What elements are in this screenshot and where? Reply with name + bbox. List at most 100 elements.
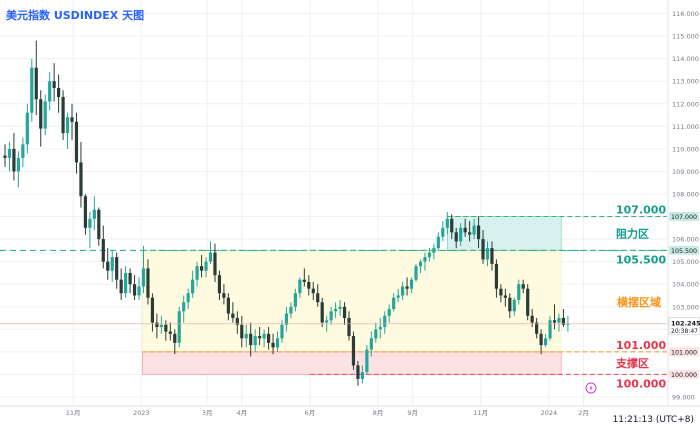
- candle-body: [481, 239, 485, 260]
- time-tick-label: 2023: [133, 409, 150, 417]
- candle-body: [338, 306, 342, 310]
- time-tick-label: 11月: [473, 409, 488, 417]
- candle-body: [204, 261, 208, 271]
- time-tick-label: 6月: [305, 409, 316, 417]
- candle-body: [39, 99, 43, 129]
- price-tick-label: 105.000: [672, 258, 699, 266]
- lightning-glyph: [589, 384, 593, 391]
- candle-body: [110, 257, 114, 271]
- candle-body: [52, 81, 56, 88]
- candle-body: [409, 279, 414, 289]
- candle-body: [124, 272, 128, 294]
- time-tick-label: 2月: [578, 409, 589, 417]
- candle-body: [351, 336, 356, 366]
- candle-body: [199, 266, 204, 271]
- candle-body: [74, 121, 79, 163]
- candle-body: [463, 227, 467, 233]
- candle-body: [360, 372, 365, 379]
- candle-body: [365, 349, 369, 373]
- candle-body: [244, 333, 248, 339]
- candle-body: [182, 302, 186, 312]
- time-tick-label: 9月: [407, 409, 418, 417]
- candle-body: [320, 302, 324, 323]
- candle-body: [508, 297, 512, 312]
- last-price-countdown: 20:38:47: [671, 328, 698, 335]
- candle-body: [7, 148, 12, 158]
- candle-body: [79, 162, 83, 197]
- candle-body: [329, 311, 333, 321]
- axis-badge-101-bg: [669, 347, 699, 357]
- candle-body: [543, 338, 548, 346]
- candle-body: [97, 209, 101, 240]
- candle-body: [539, 333, 543, 346]
- axis-badge-107: 107.000: [671, 214, 697, 221]
- candle-body: [164, 324, 168, 332]
- timezone-clock[interactable]: 11:21:13 (UTC+8): [612, 415, 694, 425]
- candle-body: [106, 261, 110, 271]
- candle-body: [311, 288, 315, 294]
- candle-body: [427, 252, 432, 258]
- candle-body: [333, 309, 338, 312]
- candle-body: [307, 281, 311, 289]
- price-tick-label: 99.000: [672, 393, 695, 401]
- candle-body: [258, 336, 262, 339]
- candle-body: [521, 284, 525, 289]
- candle-body: [226, 297, 230, 314]
- zone-阻力区: [446, 216, 562, 251]
- candle-body: [83, 196, 88, 228]
- candle-body: [289, 306, 293, 314]
- candle-body: [61, 96, 65, 134]
- candle-body: [191, 279, 195, 294]
- candle-body: [548, 320, 552, 339]
- candle-body: [293, 293, 297, 307]
- candle-body: [566, 323, 570, 325]
- candle-body: [316, 293, 320, 303]
- candle-body: [275, 338, 280, 348]
- axis-badge-100: 100.000: [671, 372, 697, 379]
- candle-body: [472, 225, 476, 235]
- candle-body: [12, 148, 16, 172]
- candle-body: [57, 87, 61, 97]
- last-price-badge-bg: [668, 317, 700, 336]
- candle-body: [535, 322, 539, 334]
- price-tick-label: 112.000: [672, 100, 699, 108]
- candle-body: [119, 279, 123, 294]
- candle-body: [150, 297, 155, 323]
- candle-body: [253, 336, 257, 346]
- candle-body: [369, 338, 373, 350]
- level-label-105-5: 105.500: [616, 253, 666, 266]
- candle-body: [222, 293, 226, 298]
- level-label-101: 101.000: [616, 339, 666, 352]
- candle-body: [186, 293, 190, 303]
- candle-body: [347, 318, 351, 337]
- candle-body: [490, 248, 494, 264]
- price-tick-label: 106.000: [672, 236, 699, 244]
- candle-body: [298, 279, 302, 294]
- candle-body: [101, 239, 105, 262]
- candle-body: [441, 227, 445, 237]
- candle-body: [249, 333, 253, 346]
- candle-body: [146, 268, 150, 298]
- candle-body: [342, 306, 347, 319]
- candle-body: [177, 311, 181, 343]
- candle-body: [405, 286, 409, 289]
- time-tick-label: 11月: [66, 409, 81, 417]
- candle-body: [240, 324, 244, 339]
- candle-body: [512, 299, 516, 312]
- level-label-107: 107.000: [616, 204, 666, 217]
- price-tick-label: 103.000: [672, 303, 699, 311]
- time-tick-label: 8月: [373, 409, 384, 417]
- candle-body: [266, 333, 271, 343]
- candle-body: [499, 288, 503, 296]
- candle-body: [387, 309, 391, 316]
- axis-badge-100-bg: [669, 369, 699, 379]
- candle-body: [271, 342, 275, 348]
- candle-body: [530, 315, 534, 323]
- candle-body: [374, 329, 378, 339]
- time-tick-label: 3月: [202, 409, 213, 417]
- axis-badge-105-5-bg: [669, 245, 699, 255]
- candle-body: [132, 284, 137, 296]
- candle-body: [459, 227, 463, 242]
- candle-body: [21, 144, 25, 158]
